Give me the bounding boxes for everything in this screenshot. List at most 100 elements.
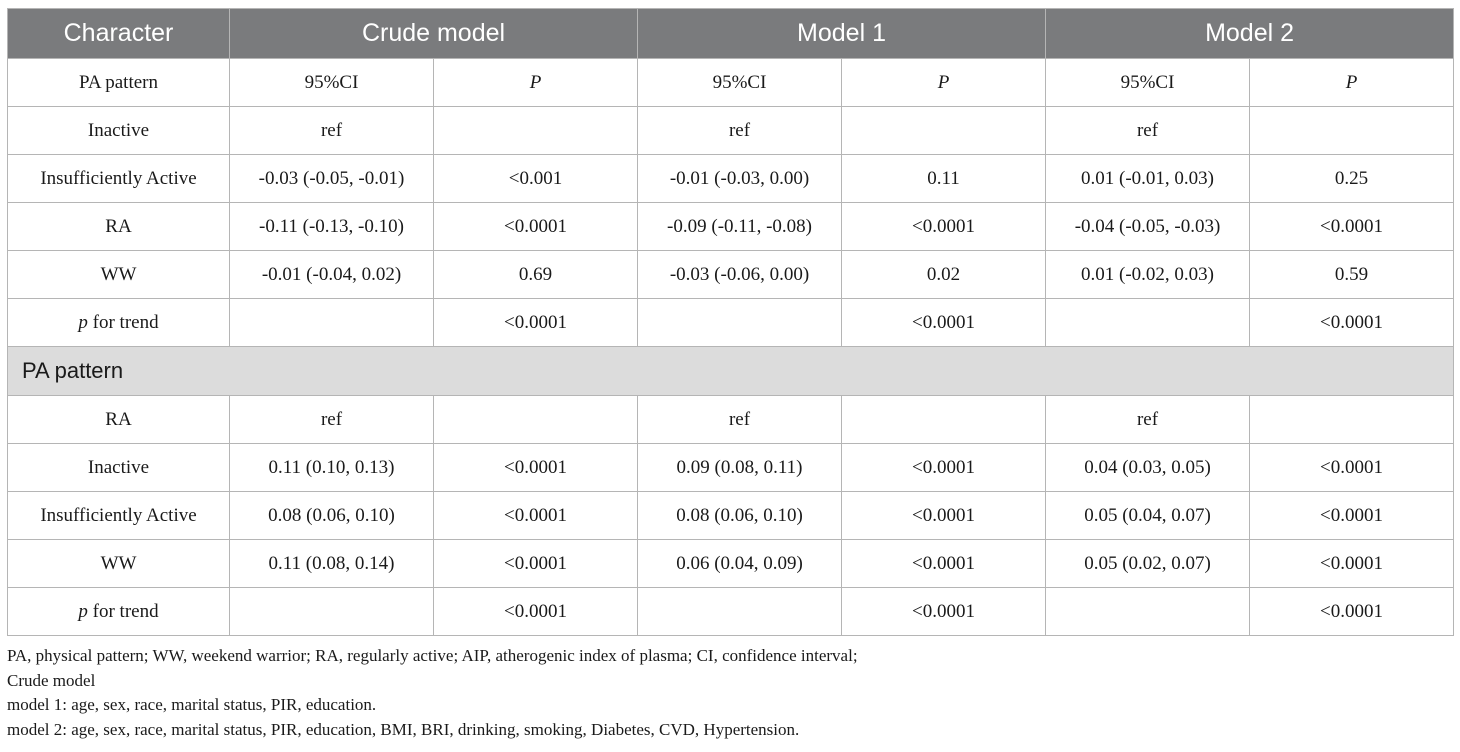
p-cell: 0.02 xyxy=(841,250,1047,299)
subheader-ci-model1: 95%CI xyxy=(637,58,843,107)
p-cell: <0.0001 xyxy=(1249,539,1455,588)
footnote-model-2: model 2: age, sex, race, marital status,… xyxy=(7,719,800,739)
trend-row: p for trend <0.0001 <0.0001 <0.0001 xyxy=(7,587,1455,636)
footnote-abbreviations: PA, physical pattern; WW, weekend warrio… xyxy=(7,646,858,665)
subheader-p-crude: P xyxy=(432,58,639,107)
p-cell: <0.0001 xyxy=(1249,202,1455,251)
p-cell: 0.25 xyxy=(1249,154,1455,203)
header-model-2: Model 2 xyxy=(1045,8,1455,59)
p-cell: <0.0001 xyxy=(432,587,639,636)
header-model-1: Model 1 xyxy=(637,8,1047,59)
ci-cell-empty xyxy=(1045,298,1251,347)
ci-cell: 0.11 (0.10, 0.13) xyxy=(229,443,434,492)
trend-label: p for trend xyxy=(7,587,230,636)
p-cell: <0.0001 xyxy=(432,202,639,251)
header-crude-model: Crude model xyxy=(228,8,639,59)
table-row: Inactive 0.11 (0.10, 0.13) <0.0001 0.09 … xyxy=(7,443,1455,492)
p-cell: <0.0001 xyxy=(841,443,1047,492)
p-cell: <0.0001 xyxy=(841,298,1047,347)
ci-cell: 0.08 (0.06, 0.10) xyxy=(637,491,843,540)
p-cell xyxy=(841,395,1047,444)
ci-cell: -0.11 (-0.13, -0.10) xyxy=(229,202,434,251)
trend-label-rest: for trend xyxy=(87,311,159,333)
p-cell: <0.0001 xyxy=(432,443,639,492)
p-cell: <0.0001 xyxy=(1249,443,1455,492)
table-row: Inactive ref ref ref xyxy=(7,106,1455,155)
footnote-crude-model: Crude model xyxy=(7,670,96,690)
p-cell: <0.0001 xyxy=(841,491,1047,540)
subheader-ci-crude: 95%CI xyxy=(229,58,434,107)
row-label: WW xyxy=(7,539,230,588)
table-footnotes: PA, physical pattern; WW, weekend warrio… xyxy=(7,644,1453,742)
ci-cell: 0.04 (0.03, 0.05) xyxy=(1045,443,1251,492)
subheader-ci-model2: 95%CI xyxy=(1045,58,1251,107)
table-row: WW -0.01 (-0.04, 0.02) 0.69 -0.03 (-0.06… xyxy=(7,250,1455,299)
p-cell xyxy=(1249,395,1455,444)
subheader-row: PA pattern 95%CI P 95%CI P 95%CI P xyxy=(7,58,1455,107)
p-cell: <0.0001 xyxy=(1249,587,1455,636)
trend-label: p for trend xyxy=(7,298,230,347)
results-table: Character Crude model Model 1 Model 2 PA… xyxy=(6,8,1455,636)
p-cell: <0.0001 xyxy=(1249,491,1455,540)
subheader-p-model2: P xyxy=(1249,58,1455,107)
header-character: Character xyxy=(7,8,230,59)
table-row: Insufficiently Active -0.03 (-0.05, -0.0… xyxy=(7,154,1455,203)
section-row: PA pattern xyxy=(6,346,1455,396)
p-cell: <0.0001 xyxy=(841,539,1047,588)
ci-cell: 0.11 (0.08, 0.14) xyxy=(229,539,434,588)
ci-cell: ref xyxy=(229,106,434,155)
p-cell: <0.0001 xyxy=(432,298,639,347)
row-label: Inactive xyxy=(7,443,230,492)
table-header: Character Crude model Model 1 Model 2 xyxy=(7,8,1455,59)
row-label: Insufficiently Active xyxy=(7,491,230,540)
ci-cell: 0.08 (0.06, 0.10) xyxy=(229,491,434,540)
ci-cell: -0.09 (-0.11, -0.08) xyxy=(637,202,843,251)
p-cell: <0.0001 xyxy=(841,587,1047,636)
ci-cell: 0.05 (0.04, 0.07) xyxy=(1045,491,1251,540)
row-label: RA xyxy=(7,395,230,444)
p-cell xyxy=(1249,106,1455,155)
ci-cell: -0.01 (-0.03, 0.00) xyxy=(637,154,843,203)
row-label: Inactive xyxy=(7,106,230,155)
p-cell: 0.69 xyxy=(432,250,639,299)
ci-cell: 0.09 (0.08, 0.11) xyxy=(637,443,843,492)
p-cell: 0.11 xyxy=(841,154,1047,203)
table-row: RA -0.11 (-0.13, -0.10) <0.0001 -0.09 (-… xyxy=(7,202,1455,251)
ci-cell: ref xyxy=(1045,395,1251,444)
ci-cell: -0.03 (-0.06, 0.00) xyxy=(637,250,843,299)
table-row: Insufficiently Active 0.08 (0.06, 0.10) … xyxy=(7,491,1455,540)
p-cell: <0.0001 xyxy=(432,539,639,588)
trend-label-rest: for trend xyxy=(87,600,159,622)
row-label: RA xyxy=(7,202,230,251)
ci-cell-empty xyxy=(637,298,843,347)
p-cell xyxy=(432,106,639,155)
trend-p-italic: p xyxy=(78,311,88,333)
ci-cell-empty xyxy=(1045,587,1251,636)
ci-cell: 0.01 (-0.02, 0.03) xyxy=(1045,250,1251,299)
ci-cell-empty xyxy=(229,587,434,636)
table-row: RA ref ref ref xyxy=(7,395,1455,444)
ci-cell: 0.06 (0.04, 0.09) xyxy=(637,539,843,588)
p-cell: 0.59 xyxy=(1249,250,1455,299)
ci-cell-empty xyxy=(229,298,434,347)
p-cell xyxy=(841,106,1047,155)
trend-row: p for trend <0.0001 <0.0001 <0.0001 xyxy=(7,298,1455,347)
header-row: Character Crude model Model 1 Model 2 xyxy=(7,8,1455,59)
p-cell xyxy=(432,395,639,444)
subheader-pa-pattern: PA pattern xyxy=(7,58,230,107)
ci-cell: -0.01 (-0.04, 0.02) xyxy=(229,250,434,299)
ci-cell: ref xyxy=(637,395,843,444)
footnote-model-1: model 1: age, sex, race, marital status,… xyxy=(7,695,377,714)
ci-cell: -0.03 (-0.05, -0.01) xyxy=(229,154,434,203)
p-cell: <0.0001 xyxy=(1249,298,1455,347)
ci-cell: -0.04 (-0.05, -0.03) xyxy=(1045,202,1251,251)
row-label: WW xyxy=(7,250,230,299)
ci-cell: ref xyxy=(229,395,434,444)
results-table-container: Character Crude model Model 1 Model 2 PA… xyxy=(6,8,1455,742)
ci-cell: 0.01 (-0.01, 0.03) xyxy=(1045,154,1251,203)
ci-cell: ref xyxy=(637,106,843,155)
p-cell: <0.0001 xyxy=(841,202,1047,251)
p-cell: <0.0001 xyxy=(432,491,639,540)
table-row: WW 0.11 (0.08, 0.14) <0.0001 0.06 (0.04,… xyxy=(7,539,1455,588)
p-cell: <0.001 xyxy=(432,154,639,203)
